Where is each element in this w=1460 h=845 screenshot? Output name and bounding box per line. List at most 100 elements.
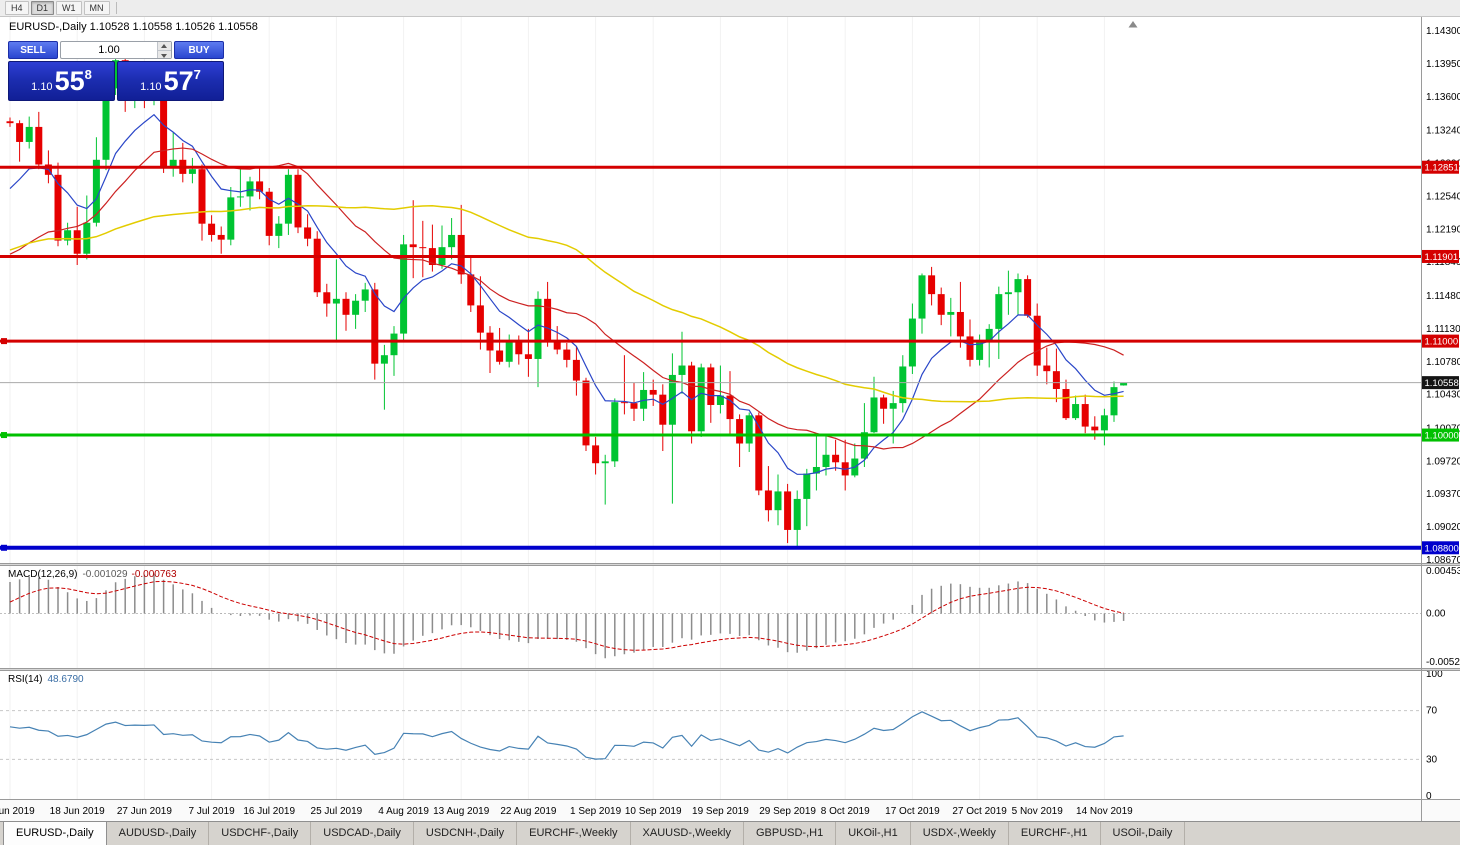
candle-body [707,367,715,405]
candle-body [1110,387,1118,416]
price-tick-label: 1.11130 [1426,324,1460,335]
rsi-tick-label: 70 [1426,706,1438,717]
candle-body [1024,279,1032,316]
chart-shift-marker-icon[interactable] [1128,21,1138,28]
spinner-up-icon[interactable] [158,42,171,51]
sell-price-prefix: 1.10 [31,81,53,93]
chart-tab-audusd-daily[interactable]: AUDUSD-,Daily [107,822,210,845]
date-tick-label: 16 Jul 2019 [243,806,295,817]
candle-body [496,350,504,362]
price-tag [1422,376,1459,390]
candle-body [64,230,72,241]
candle-body [678,365,686,375]
timeframe-w1-button[interactable]: W1 [56,1,82,15]
candle-body [601,461,609,464]
candle-body [832,454,840,463]
sell-button[interactable]: SELL [8,41,58,59]
candle-body [102,88,110,160]
date-tick-label: 29 Sep 2019 [759,806,816,817]
candle-body [342,298,350,315]
candle-body [505,342,513,362]
volume-spinner[interactable] [157,42,171,58]
price-tag-label: 1.08800 [1425,543,1459,554]
buy-price-box[interactable]: 1.10 57 7 [117,61,224,101]
trade-prices-row: 1.10 55 8 1.10 57 7 [8,61,224,101]
chart-tab-xauusd-weekly[interactable]: XAUUSD-,Weekly [631,822,744,845]
candle-body [1052,371,1060,390]
candle-body [995,294,1003,329]
price-tag [1422,160,1459,174]
chart-tab-gbpusd-h1[interactable]: GBPUSD-,H1 [744,822,837,845]
candle-body [1004,292,1012,295]
rsi-panel [0,671,1460,799]
chart-tab-usdchf-daily[interactable]: USDCHF-,Daily [209,822,312,845]
candle-body [1120,382,1128,386]
volume-value[interactable]: 1.00 [98,44,120,56]
macd-name: MACD(12,26,9) [8,569,78,580]
candle-body [966,336,974,360]
buy-price-big: 57 [163,65,194,96]
level-handle[interactable] [1,338,7,345]
volume-field[interactable]: 1.00 [60,41,172,59]
candle-body [659,394,667,425]
date-tick-label: 18 Jun 2019 [50,806,105,817]
date-tick-label: 1 Sep 2019 [570,806,622,817]
candle-body [803,473,811,499]
date-tick-label: 10 Sep 2019 [625,806,682,817]
price-tag-label: 1.11000 [1425,337,1459,348]
price-tag [1422,249,1459,263]
panel-splitter[interactable] [0,668,1460,671]
candle-body [1100,415,1108,431]
candle-body [1081,404,1089,427]
candle-body [112,60,120,89]
candle-body [400,244,408,334]
timeframe-d1-button[interactable]: D1 [30,1,55,15]
date-tick-label: 17 Oct 2019 [885,806,940,817]
candle-body [169,159,177,168]
candle-body [544,298,552,341]
candle-body [265,191,273,236]
timeframe-h4-button[interactable]: H4 [5,1,29,15]
candle-body [294,174,302,228]
chart-tab-ukoil-h1[interactable]: UKOil-,H1 [836,822,911,845]
candle-body [985,328,993,343]
price-tick-label: 1.13950 [1426,59,1460,70]
candle-body [284,174,292,224]
date-tick-label: 8 Oct 2019 [821,806,870,817]
chart-ohlc-title: EURUSD-,Daily 1.10528 1.10558 1.10526 1.… [9,21,258,33]
chart-tab-usdx-weekly[interactable]: USDX-,Weekly [911,822,1009,845]
price-tick-label: 1.12190 [1426,224,1460,235]
level-handle[interactable] [1,544,7,551]
macd-tick-label: 0.00 [1426,608,1446,619]
chart-tab-eurchf-h1[interactable]: EURCHF-,H1 [1009,822,1101,845]
candle-body [784,491,792,530]
timeframe-mn-button[interactable]: MN [83,1,110,15]
buy-price-sup: 7 [193,66,201,82]
candle-body [534,298,542,359]
candle-body [1043,365,1051,372]
level-handle[interactable] [1,432,7,439]
candle-body [582,380,590,446]
rsi-indicator-label: RSI(14) 48.6790 [8,674,84,685]
candle-body [563,349,571,360]
candle-body [515,342,523,355]
chart-tab-usoil-daily[interactable]: USOil-,Daily [1101,822,1186,845]
candle-body [764,490,772,511]
candle-body [35,126,43,165]
date-tick-label: 25 Jul 2019 [311,806,363,817]
chart-tab-eurusd-daily[interactable]: EURUSD-,Daily [3,822,107,845]
chart-tab-eurchf-weekly[interactable]: EURCHF-,Weekly [517,822,631,845]
sell-price-box[interactable]: 1.10 55 8 [8,61,115,101]
spinner-down-icon[interactable] [158,50,171,58]
chart-tab-usdcnh-daily[interactable]: USDCNH-,Daily [414,822,518,845]
price-tag-label: 1.10000 [1425,431,1459,442]
panel-splitter[interactable] [0,563,1460,566]
candle-body [553,340,561,350]
chart-tab-usdcad-daily[interactable]: USDCAD-,Daily [311,822,414,845]
buy-button[interactable]: BUY [174,41,224,59]
candle-body [160,84,168,168]
macd-tick-label: 0.004536 [1426,566,1460,577]
trade-controls-row: SELL 1.00 BUY [8,41,224,59]
